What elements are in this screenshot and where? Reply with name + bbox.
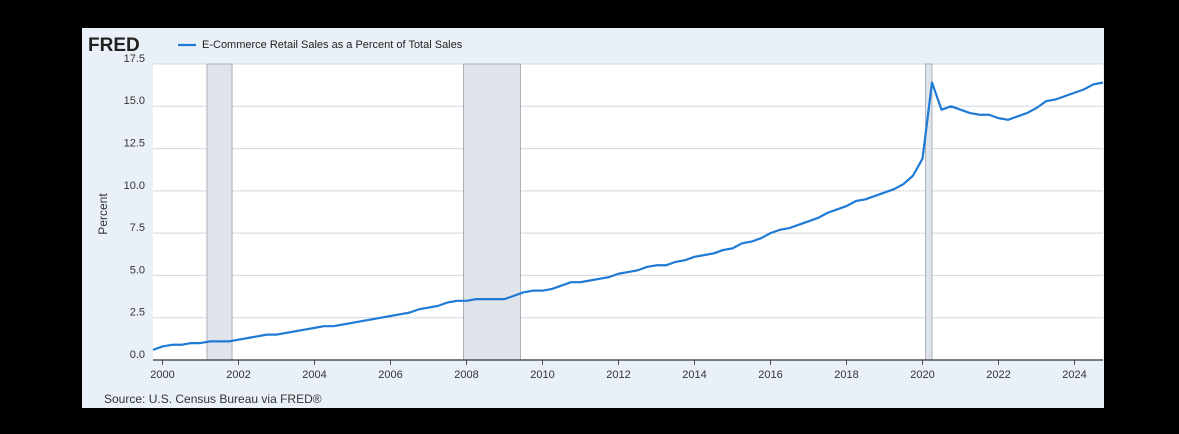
- x-tick-label: 2006: [378, 369, 402, 381]
- recession-band: [206, 63, 233, 361]
- y-tick-label: 2.5: [130, 307, 145, 319]
- y-tick-label: 10.0: [124, 180, 145, 192]
- x-tick-label: 2020: [910, 369, 934, 381]
- x-tick-label: 2002: [226, 369, 250, 381]
- y-tick-label: 7.5: [130, 222, 145, 234]
- x-tick-label: 2012: [606, 369, 630, 381]
- x-tick-label: 2022: [986, 369, 1010, 381]
- y-tick-label: 12.5: [124, 137, 145, 149]
- y-tick-label: 17.5: [124, 53, 145, 65]
- legend: E-Commerce Retail Sales as a Percent of …: [178, 39, 463, 51]
- source: Source: U.S. Census Bureau via FRED®: [104, 392, 322, 406]
- y-tick-label: 5.0: [130, 264, 145, 276]
- legend-label: E-Commerce Retail Sales as a Percent of …: [202, 39, 463, 51]
- series-line: [152, 81, 1104, 351]
- x-tick-label: 2000: [150, 369, 174, 381]
- x-tick-label: 2008: [454, 369, 478, 381]
- y-tick-label: 0.0: [130, 349, 145, 361]
- y-tick-label: 15.0: [124, 95, 145, 107]
- y-axis-label: Percent: [96, 193, 110, 235]
- x-tick-label: 2014: [682, 369, 706, 381]
- plot-area: [153, 64, 1103, 360]
- x-tick-label: 2016: [758, 369, 782, 381]
- x-tick-label: 2024: [1062, 369, 1086, 381]
- x-tick-label: 2018: [834, 369, 858, 381]
- x-tick-label: 2004: [302, 369, 326, 381]
- logo: FRED: [88, 35, 140, 56]
- x-tick-label: 2010: [530, 369, 554, 381]
- recession-band: [463, 63, 521, 361]
